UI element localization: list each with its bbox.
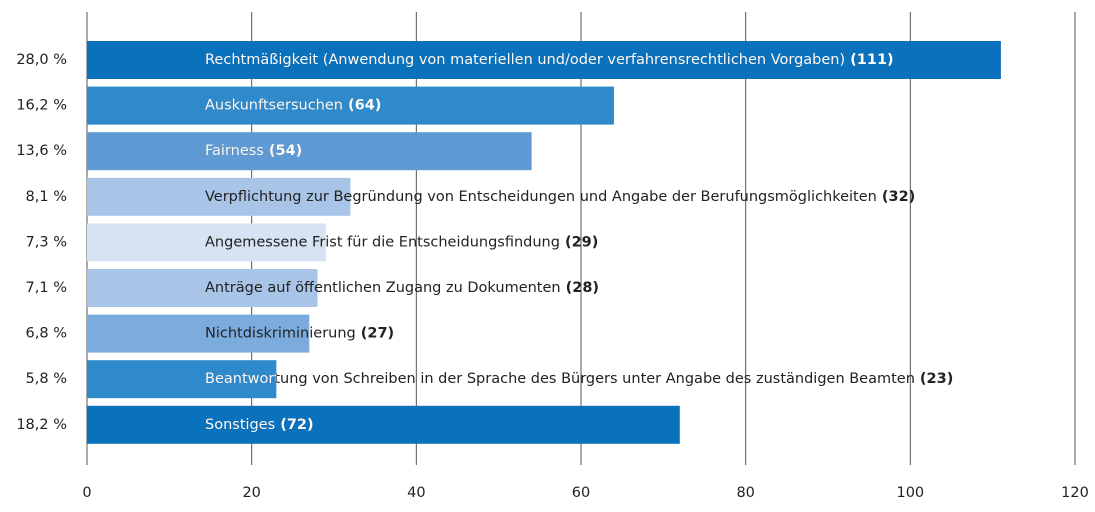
- bar: [87, 405, 680, 444]
- category-name: Auskunftsersuchen: [205, 98, 343, 114]
- category-name: Rechtmäßigkeit (Anwendung von materielle…: [205, 52, 845, 68]
- value-label: (54): [269, 143, 302, 159]
- x-tick-label: 100: [896, 485, 924, 501]
- value-label: (72): [280, 417, 313, 433]
- category-label: Fairness (54): [205, 143, 302, 159]
- value-label: (54): [269, 143, 302, 159]
- category-label: Beantwortung von Schreiben in der Sprach…: [205, 371, 953, 387]
- share-label: 5,8 %: [26, 371, 67, 387]
- share-label: 7,1 %: [26, 280, 67, 296]
- category-label: Sonstiges (72): [205, 417, 314, 433]
- category-label: Rechtmäßigkeit (Anwendung von materielle…: [205, 52, 894, 68]
- bar: [87, 314, 310, 353]
- category-name: Anträge auf öffentlichen Zugang zu Dokum…: [205, 280, 561, 296]
- category-name: Sonstiges: [205, 417, 275, 433]
- value-label: (64): [348, 98, 381, 114]
- category-label: Angemessene Frist für die Entscheidungsf…: [205, 234, 598, 250]
- category-label: Rechtmäßigkeit (Anwendung von materielle…: [205, 52, 894, 68]
- bar: [87, 223, 326, 262]
- x-tick-label: 40: [407, 485, 425, 501]
- category-label: Fairness (54): [205, 143, 302, 159]
- bar: [87, 41, 1001, 79]
- category-label: Sonstiges (72): [205, 417, 314, 433]
- share-label: 28,0 %: [16, 52, 67, 68]
- category-name: Beantwortung von Schreiben in der Sprach…: [205, 371, 915, 387]
- category-name: Fairness: [205, 143, 264, 159]
- x-tick-label: 60: [572, 485, 590, 501]
- share-label: 8,1 %: [26, 189, 67, 205]
- category-name: Beantwortung von Schreiben in der Sprach…: [205, 371, 915, 387]
- value-label: (27): [361, 326, 394, 342]
- value-label: (23): [920, 371, 953, 387]
- share-label: 13,6 %: [16, 143, 67, 159]
- value-label: (29): [565, 234, 598, 250]
- value-label: (64): [348, 98, 381, 114]
- category-name: Angemessene Frist für die Entscheidungsf…: [205, 234, 560, 250]
- category-name: Nichtdiskriminierung: [205, 326, 356, 342]
- value-label: (28): [566, 280, 599, 296]
- value-label: (72): [280, 417, 313, 433]
- bar: [87, 177, 351, 216]
- category-label: Auskunftsersuchen (64): [205, 98, 381, 114]
- x-tick-label: 0: [82, 485, 91, 501]
- bar: [87, 269, 318, 307]
- x-tick-label: 120: [1061, 485, 1089, 501]
- category-label: Auskunftsersuchen (64): [205, 98, 381, 114]
- bar: [87, 86, 614, 125]
- category-label: Nichtdiskriminierung (27): [205, 326, 394, 342]
- share-label: 7,3 %: [26, 234, 67, 250]
- category-name: Rechtmäßigkeit (Anwendung von materielle…: [205, 52, 845, 68]
- category-name: Verpflichtung zur Begründung von Entsche…: [205, 189, 877, 205]
- category-label: Anträge auf öffentlichen Zugang zu Dokum…: [205, 280, 599, 296]
- x-tick-label: 20: [242, 485, 260, 501]
- bar: [87, 132, 532, 171]
- share-label: 16,2 %: [16, 98, 67, 114]
- share-label: 6,8 %: [26, 326, 67, 342]
- category-name: Sonstiges: [205, 417, 275, 433]
- x-tick-label: 80: [736, 485, 754, 501]
- bar: [87, 360, 277, 399]
- share-label: 18,2 %: [16, 417, 67, 433]
- category-label: Beantwortung von Schreiben in der Sprach…: [205, 371, 953, 387]
- value-label: (111): [850, 52, 894, 68]
- category-name: Auskunftsersuchen: [205, 98, 343, 114]
- category-name: Fairness: [205, 143, 264, 159]
- value-label: (32): [882, 189, 915, 205]
- category-label: Verpflichtung zur Begründung von Entsche…: [205, 189, 915, 205]
- value-label: (111): [850, 52, 894, 68]
